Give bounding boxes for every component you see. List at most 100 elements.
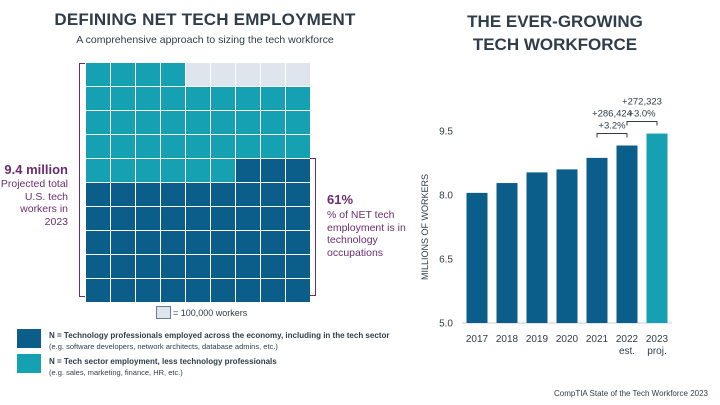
waffle-cell-professionals <box>211 183 235 206</box>
waffle-cell-sector <box>211 87 235 110</box>
waffle-cell-professionals <box>236 183 260 206</box>
waffle-cell-professionals <box>186 279 210 302</box>
waffle-cell-professionals <box>186 183 210 206</box>
waffle-cell-sector <box>211 159 235 182</box>
bar <box>586 157 608 323</box>
waffle-cell-professionals <box>261 279 285 302</box>
waffle-cell-sector <box>86 87 110 110</box>
bar <box>646 133 668 323</box>
growth-percent: +3.2% <box>598 121 626 132</box>
waffle-cell-professionals <box>236 207 260 230</box>
growth-bracket <box>596 133 628 138</box>
waffle-cell-sector <box>236 111 260 134</box>
waffle-cell-sector <box>111 135 135 158</box>
waffle-cell-sector <box>286 87 310 110</box>
waffle-cell-professionals <box>211 231 235 254</box>
waffle-cell-professionals <box>136 183 160 206</box>
source-note: CompTIA State of the Tech Workforce 2023 <box>553 389 708 398</box>
waffle-cell-professionals <box>86 207 110 230</box>
waffle-cell-sector <box>86 159 110 182</box>
waffle-cell-professionals <box>236 231 260 254</box>
waffle-cell-sector <box>86 111 110 134</box>
waffle-cell-professionals <box>86 183 110 206</box>
waffle-cell-professionals <box>261 207 285 230</box>
y-axis-label: MILLIONS OF WORKERS <box>420 174 430 280</box>
bar <box>496 183 518 323</box>
waffle-cell-sector <box>186 135 210 158</box>
waffle-cell-sector <box>286 111 310 134</box>
share-bracket <box>310 158 316 296</box>
waffle-cell-professionals <box>86 279 110 302</box>
total-description: Projected total U.S. tech workers in 202… <box>0 178 68 228</box>
waffle-cell-sector <box>111 63 135 86</box>
waffle-cell-professionals <box>286 183 310 206</box>
waffle-cell-sector <box>111 111 135 134</box>
waffle-cell-professionals <box>211 279 235 302</box>
chart-title-line2: TECH WORKFORCE <box>472 35 638 54</box>
waffle-cell-professionals <box>111 255 135 278</box>
legend-title-sector: N = Tech sector employment, less technol… <box>49 357 277 366</box>
waffle-title: DEFINING NET TECH EMPLOYMENT <box>54 10 356 29</box>
legend-sub-sector: (e.g. sales, marketing, finance, HR, etc… <box>49 368 183 377</box>
waffle-cell-professionals <box>111 207 135 230</box>
bar <box>556 169 578 323</box>
waffle-grid <box>86 63 310 302</box>
waffle-cell-sector <box>161 63 185 86</box>
y-tick-label: 8.0 <box>439 191 453 202</box>
waffle-cell-professionals <box>111 279 135 302</box>
waffle-cell-empty <box>236 63 260 86</box>
waffle-cell-professionals <box>86 255 110 278</box>
waffle-cell-sector <box>261 87 285 110</box>
waffle-cell-professionals <box>161 279 185 302</box>
x-tick-label: 2018 <box>496 334 519 345</box>
waffle-cell-professionals <box>286 231 310 254</box>
waffle-cell-professionals <box>286 207 310 230</box>
x-tick-label: 2020 <box>556 334 579 345</box>
waffle-cell-sector <box>161 135 185 158</box>
waffle-cell-professionals <box>161 207 185 230</box>
legend-swatch-sector <box>17 354 41 373</box>
waffle-cell-professionals <box>261 183 285 206</box>
waffle-cell-professionals <box>111 231 135 254</box>
waffle-cell-sector <box>161 159 185 182</box>
waffle-cell-professionals <box>136 279 160 302</box>
legend-sub-professionals: (e.g. software developers, network archi… <box>49 342 278 351</box>
waffle-cell-professionals <box>161 183 185 206</box>
waffle-cell-sector <box>136 135 160 158</box>
waffle-cell-sector <box>136 87 160 110</box>
waffle-cell-sector <box>261 135 285 158</box>
waffle-cell-professionals <box>136 231 160 254</box>
share-description: % of NET tech employment is in technolog… <box>327 209 406 259</box>
waffle-cell-sector <box>161 87 185 110</box>
waffle-cell-sector <box>86 135 110 158</box>
waffle-cell-professionals <box>286 255 310 278</box>
waffle-cell-professionals <box>186 231 210 254</box>
bar <box>466 192 488 323</box>
waffle-cell-sector <box>111 159 135 182</box>
y-tick-label: 9.5 <box>439 127 453 138</box>
legend-swatch-professionals <box>17 329 41 348</box>
growth-bracket <box>626 121 658 126</box>
x-tick-label: 2019 <box>526 334 549 345</box>
bar <box>616 145 638 323</box>
waffle-subtitle: A comprehensive approach to sizing the t… <box>76 34 334 46</box>
waffle-cell-professionals <box>161 231 185 254</box>
x-tick-label: 2022 <box>616 334 639 345</box>
waffle-cell-sector <box>161 111 185 134</box>
waffle-cell-sector <box>86 63 110 86</box>
waffle-cell-professionals <box>186 255 210 278</box>
waffle-cell-professionals <box>136 207 160 230</box>
waffle-cell-sector <box>186 111 210 134</box>
growth-amount: +286,424 <box>592 109 632 120</box>
waffle-cell-professionals <box>286 159 310 182</box>
growth-percent: +3.0% <box>628 109 656 120</box>
y-tick-label: 6.5 <box>439 255 453 266</box>
share-value: 61% <box>327 192 354 207</box>
waffle-cell-empty <box>286 63 310 86</box>
scale-swatch <box>156 306 171 319</box>
scale-label: = 100,000 workers <box>173 308 248 318</box>
x-tick-label: proj. <box>647 346 666 357</box>
bar <box>526 172 548 323</box>
waffle-cell-sector <box>136 159 160 182</box>
waffle-cell-sector <box>186 87 210 110</box>
